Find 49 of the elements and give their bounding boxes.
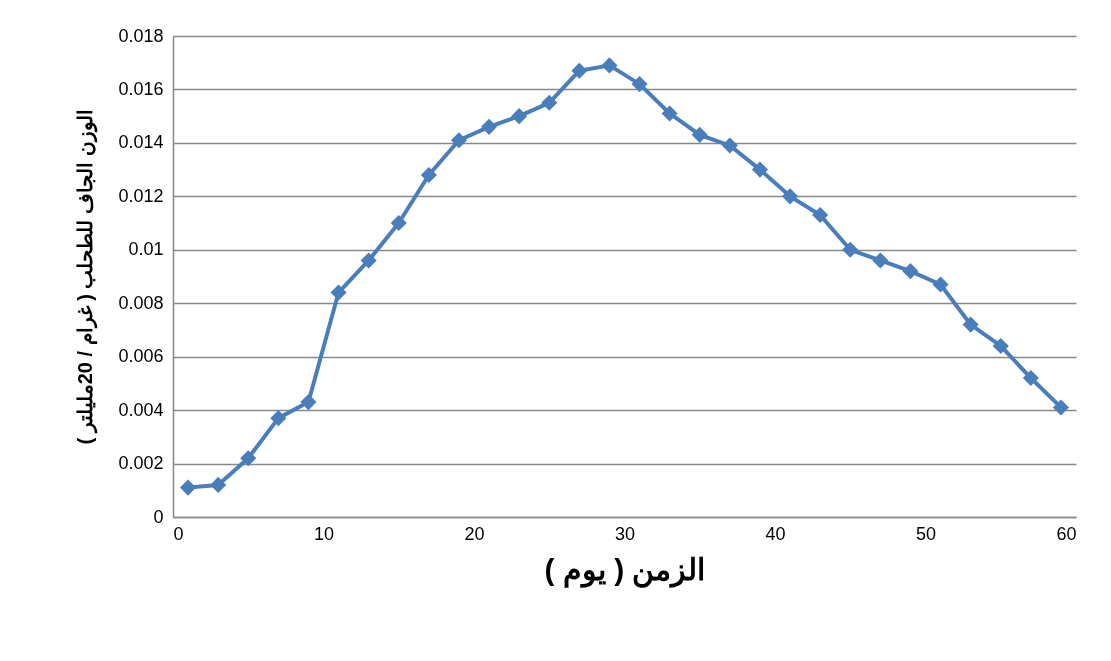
point bbox=[360, 252, 377, 269]
point bbox=[962, 316, 979, 333]
point bbox=[1052, 399, 1070, 416]
y-tick-label: 0.002 bbox=[118, 453, 164, 474]
point bbox=[300, 394, 317, 411]
point bbox=[631, 76, 648, 93]
point bbox=[480, 118, 498, 135]
point bbox=[210, 476, 227, 493]
point bbox=[330, 284, 347, 301]
point bbox=[450, 132, 468, 149]
point bbox=[179, 479, 197, 496]
y-tick-label: 0.004 bbox=[118, 399, 164, 420]
point bbox=[872, 252, 889, 269]
point bbox=[842, 241, 859, 258]
x-tick-label: 30 bbox=[614, 523, 636, 544]
point bbox=[902, 263, 919, 280]
point bbox=[992, 337, 1009, 355]
x-tick-label: 50 bbox=[915, 523, 937, 544]
point bbox=[541, 94, 558, 111]
y-tick-label: 0.012 bbox=[118, 185, 164, 206]
point bbox=[511, 108, 528, 125]
point bbox=[751, 161, 769, 178]
point bbox=[691, 126, 708, 143]
point bbox=[571, 62, 588, 79]
x-axis-title: الزمن ( يوم ) bbox=[544, 552, 706, 588]
point bbox=[661, 105, 678, 122]
x-tick-label: 60 bbox=[1056, 523, 1077, 544]
x-tick-label: 40 bbox=[765, 523, 786, 544]
point bbox=[240, 450, 257, 467]
point bbox=[932, 276, 949, 293]
point bbox=[270, 410, 287, 427]
x-tick-label: 10 bbox=[313, 523, 335, 544]
x-tick-label: 0 bbox=[173, 523, 184, 544]
point bbox=[420, 166, 437, 184]
point bbox=[1022, 369, 1039, 387]
y-axis-title: الوزن الجاف للطحلب ( غرام / 20مليلتر ) bbox=[74, 109, 99, 445]
point bbox=[601, 57, 618, 74]
y-tick-label: 0 bbox=[153, 506, 164, 527]
x-tick-label: 20 bbox=[464, 523, 485, 544]
point bbox=[390, 214, 407, 232]
point bbox=[781, 188, 799, 205]
y-tick-label: 0.008 bbox=[118, 292, 164, 313]
y-tick-label: 0.014 bbox=[118, 132, 164, 153]
y-tick-label: 0.016 bbox=[118, 78, 164, 99]
y-tick-label: 0.018 bbox=[118, 25, 164, 46]
point bbox=[812, 206, 829, 224]
y-tick-label: 0.006 bbox=[118, 346, 164, 367]
y-tick-label: 0.01 bbox=[128, 239, 164, 260]
point bbox=[721, 137, 738, 154]
